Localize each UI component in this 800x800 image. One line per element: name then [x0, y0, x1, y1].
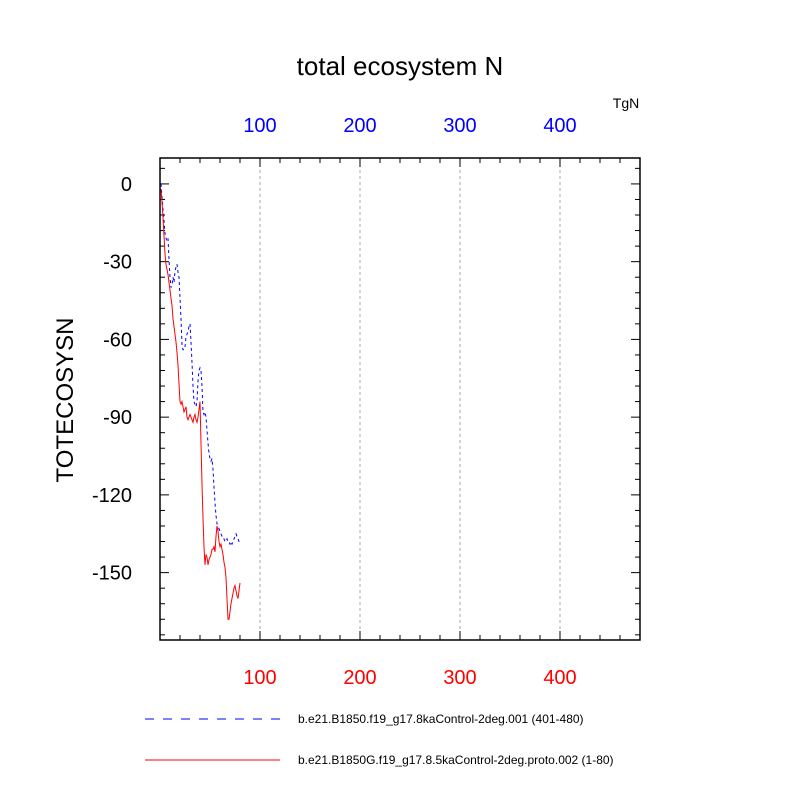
y-tick-label: -120: [92, 485, 132, 507]
legend-label-series-1: b.e21.B1850.f19_g17.8kaControl-2deg.001 …: [298, 712, 584, 726]
legend-label-series-2: b.e21.B1850G.f19_g17.8.5kaControl-2deg.p…: [298, 753, 614, 767]
y-tick-label: -150: [92, 563, 132, 585]
y-tick-label: -90: [103, 407, 132, 429]
x-tick-label-bottom: 400: [543, 667, 576, 689]
series-line-1: [160, 183, 240, 546]
series-lines: [160, 183, 241, 620]
y-tick-label: -60: [103, 329, 132, 351]
plot-frame: [159, 157, 641, 641]
chart-title: total ecosystem N: [297, 51, 504, 81]
grid-lines: [259, 158, 561, 640]
x-tick-label-bottom: 300: [443, 667, 476, 689]
x-tick-label-bottom: 100: [243, 667, 276, 689]
x-tick-label-top: 200: [343, 115, 376, 137]
x-tick-label-bottom: 200: [343, 667, 376, 689]
series-line-2: [160, 189, 241, 620]
x-tick-label-top: 100: [243, 115, 276, 137]
x-tick-label-top: 400: [543, 115, 576, 137]
units-label: TgN: [613, 95, 639, 111]
legend: b.e21.B1850.f19_g17.8kaControl-2deg.001 …: [145, 712, 614, 767]
x-tick-label-top: 300: [443, 115, 476, 137]
y-tick-label: -30: [103, 252, 132, 274]
y-axis-label: TOTECOSYSN: [52, 318, 79, 483]
tick-labels: 100 100 200 200 300 300 400 400 0 -30 -60 -90 -120 -1…: [92, 115, 577, 689]
axis-ticks: [160, 158, 640, 640]
y-tick-label: 0: [121, 174, 132, 196]
